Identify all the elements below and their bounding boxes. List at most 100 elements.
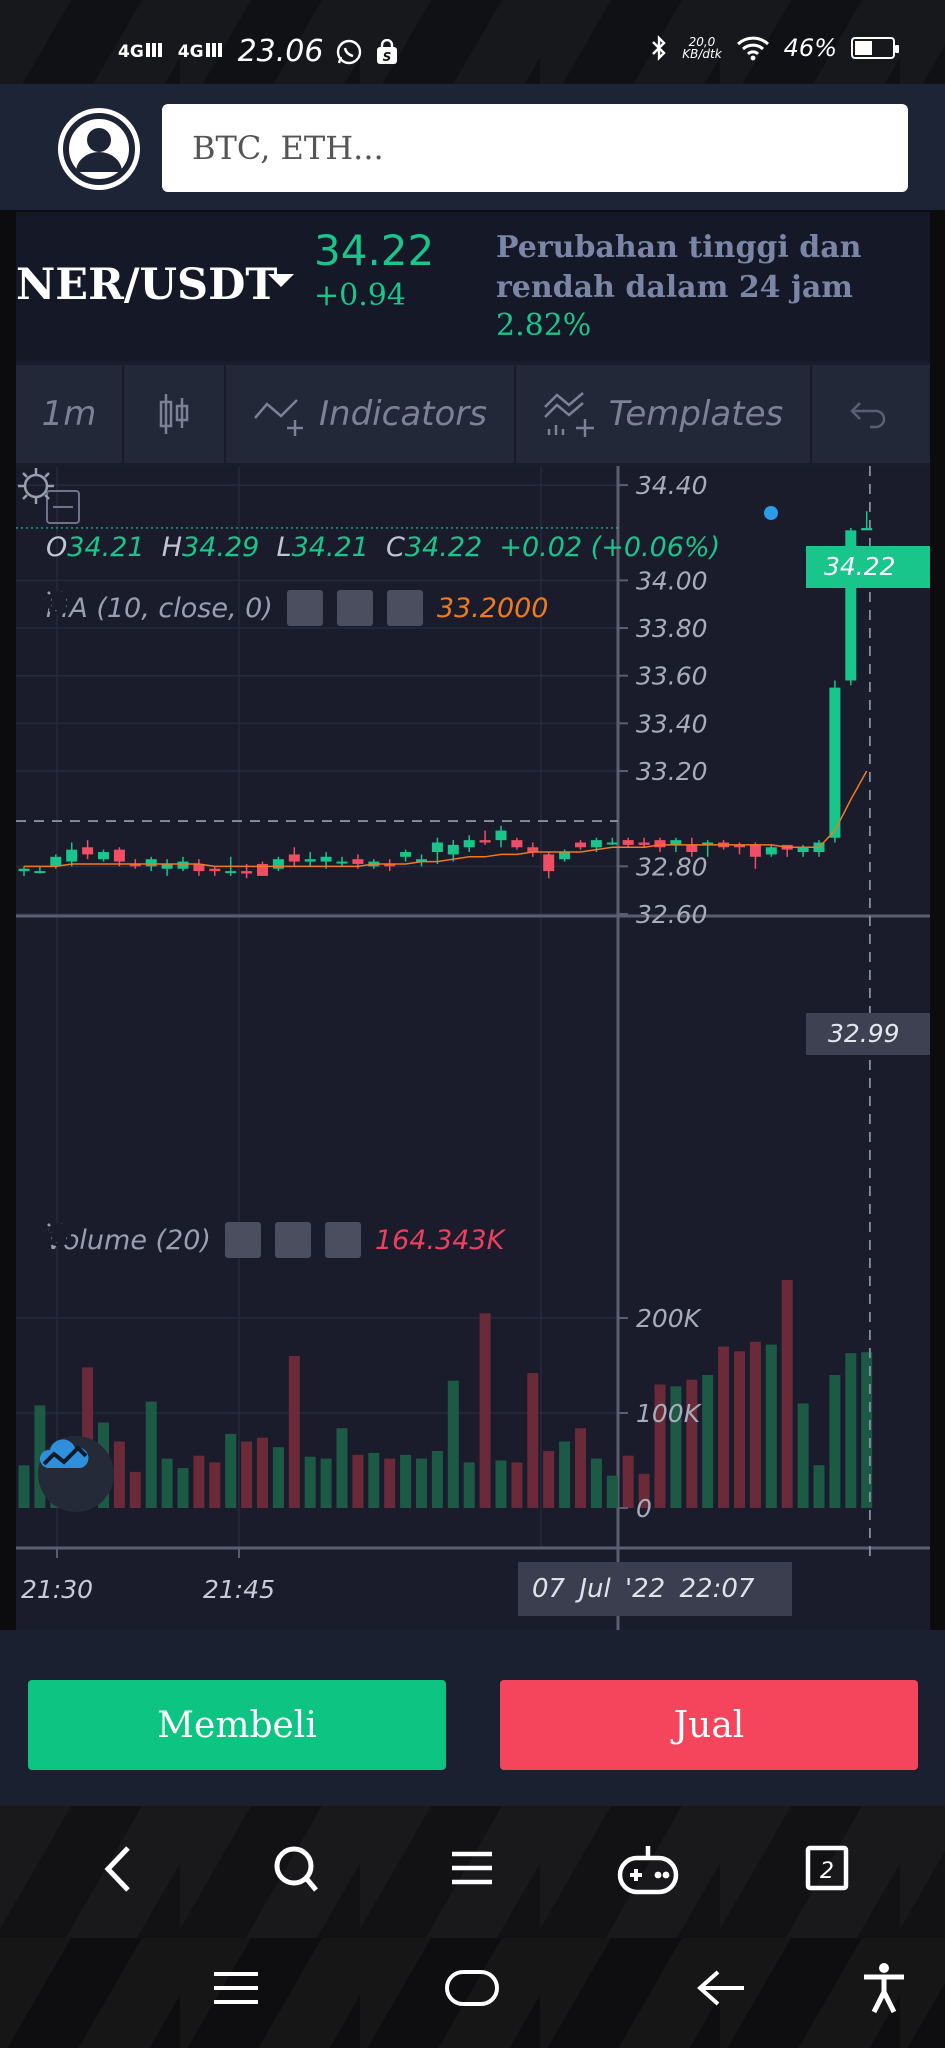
gear-icon[interactable] [47,1222,311,1258]
candle-body [113,849,125,862]
battery-icon [851,37,899,59]
indicators-button[interactable]: Indicators [226,365,516,463]
gear-icon[interactable] [47,590,373,626]
ohlc-change: +0.02 (+0.06%) [499,532,721,563]
candle-body [129,863,141,867]
sell-button[interactable]: Jual [500,1680,918,1770]
ma-label: MA (10, close, 0) [46,592,273,624]
volume-bar [606,1475,618,1508]
settings-icon[interactable] [16,466,56,506]
search-icon[interactable] [272,1844,320,1896]
whatsapp-icon [337,39,362,64]
candle-body [34,871,46,874]
candle-body [686,844,698,853]
templates-button[interactable]: Templates [516,365,812,463]
volume-bar [718,1346,730,1508]
volume-bar [34,1405,46,1508]
close-label: C [386,532,405,563]
svg-text:S: S [383,50,392,64]
volume-axis-label: 100K [636,1399,703,1428]
volume-bar [527,1373,539,1508]
candle-body [161,863,173,869]
candle-body [50,856,62,867]
high-label: H [161,532,183,563]
pair-selector[interactable]: NER/USDT [16,260,278,310]
templates-label: Templates [608,394,784,434]
close-icon[interactable] [48,590,423,626]
price-axis-label: 34.00 [636,566,708,595]
candle-body [765,847,777,855]
price-axis-label: 33.60 [636,662,708,691]
ma-legend[interactable]: MA (10, close, 0) 33.2000 [46,590,548,626]
volume-bar [209,1462,221,1508]
home-icon[interactable] [444,1968,500,2008]
volume-bar [654,1384,666,1508]
symbol-summary: NER/USDT 34.22 +0.94 Perubahan tinggi da… [16,212,930,362]
network-indicator-2: 4G [178,42,226,62]
candle-body [145,859,157,867]
price-axis-label: 34.40 [636,471,708,500]
volume-bar [813,1465,825,1508]
svg-text:2: 2 [820,1859,834,1884]
cloud-chart-icon [39,1439,89,1468]
ohlc-legend: O34.21 H34.29 L34.21 C34.22 +0.02 (+0.06… [46,532,720,563]
candle-body [82,847,94,855]
volume-bar [463,1462,475,1508]
buy-button[interactable]: Membeli [28,1680,446,1770]
price-axis-label: 32.60 [636,900,708,929]
accessibility-icon[interactable] [862,1962,906,2014]
candle-body [18,868,30,872]
close-value: 34.22 [404,532,483,563]
caret-down-icon[interactable] [268,274,294,287]
chart-canvas[interactable]: 34.40 34.00 33.80 33.60 33.40 33.20 32.80 32.60… [16,466,930,1630]
volume-bar [829,1375,841,1508]
ma-line [24,770,868,868]
candle-body [288,854,300,862]
network-1-label: 4G [118,41,144,62]
gamepad-icon[interactable] [616,1844,680,1896]
price-change: +0.94 [314,278,406,313]
search-input[interactable] [162,104,908,192]
volume-bar [304,1456,316,1508]
candle-body [336,861,348,864]
eye-icon[interactable] [47,590,323,626]
candle-body [606,842,618,845]
price-chart[interactable]: 34.40 34.00 33.80 33.60 33.40 33.20 32.80 32.60… [16,466,930,1630]
undo-button[interactable] [812,365,922,463]
candle-body [861,527,873,531]
back-chevron-icon[interactable] [100,1844,134,1894]
speed-value: 20,0 [688,35,716,49]
tradingview-logo-button[interactable] [38,1436,114,1512]
menu-icon[interactable] [450,1844,494,1892]
candle-body [447,844,459,855]
trade-actions: Membeli Jual [0,1630,945,1806]
eye-icon[interactable] [47,1222,261,1258]
volume-bar [113,1441,125,1508]
volume-bar [575,1428,586,1508]
candle-body [511,840,523,848]
indicators-icon [254,399,304,436]
chart-type-button[interactable] [124,365,226,463]
tabs-count-icon[interactable]: 2 [804,1844,850,1892]
interval-label: 1m [41,394,97,434]
clock: 23.06 [237,34,324,69]
close-icon[interactable] [48,1222,361,1258]
volume-legend[interactable]: Volume (20) 164.343K [46,1222,504,1258]
volume-bar [18,1465,30,1508]
candle-body [622,840,634,845]
open-label: O [46,532,68,563]
candle-body [400,852,412,857]
back-arrow-icon[interactable] [696,1968,746,2008]
volume-bar [145,1401,157,1508]
volume-bar [225,1433,237,1508]
volume-bar [797,1403,809,1508]
candle-body [66,849,78,862]
collapse-pane-icon[interactable] [46,490,80,524]
profile-avatar-button[interactable] [58,108,140,190]
bluetooth-icon [652,35,666,61]
low-label: L [276,532,292,563]
recents-icon[interactable] [212,1968,260,2008]
undo-icon [850,402,886,429]
interval-button[interactable]: 1m [16,365,124,463]
templates-icon [543,392,594,437]
